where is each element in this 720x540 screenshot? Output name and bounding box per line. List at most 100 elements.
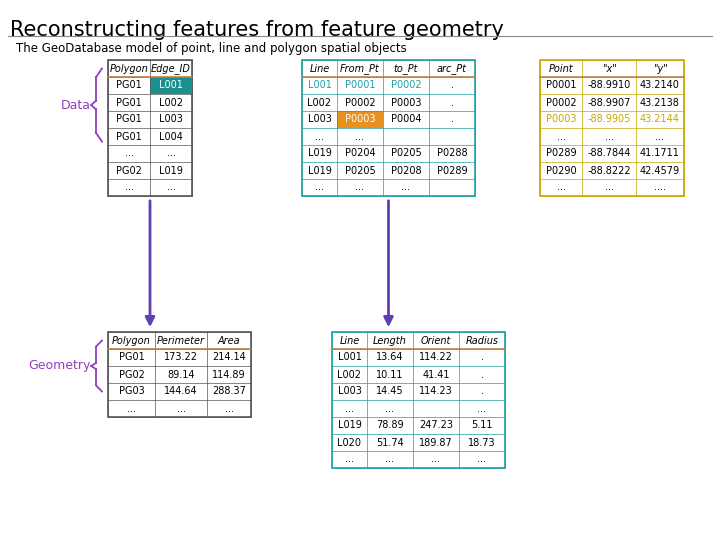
Text: The GeoDatabase model of point, line and polygon spatial objects: The GeoDatabase model of point, line and…	[16, 42, 407, 55]
Text: ...: ...	[125, 183, 133, 192]
Text: 42.4579: 42.4579	[640, 165, 680, 176]
Text: PG01: PG01	[119, 353, 145, 362]
Text: L019: L019	[338, 421, 361, 430]
Text: -88.9910: -88.9910	[588, 80, 631, 91]
Text: P0205: P0205	[391, 148, 421, 159]
Text: 5.11: 5.11	[472, 421, 492, 430]
Text: ....: ....	[654, 183, 666, 192]
Text: .: .	[451, 80, 454, 91]
Text: 14.45: 14.45	[376, 387, 404, 396]
Text: ...: ...	[605, 132, 613, 141]
Text: Edge_ID: Edge_ID	[151, 63, 191, 74]
Text: P0208: P0208	[391, 165, 421, 176]
Text: ...: ...	[385, 403, 395, 414]
Text: ...: ...	[356, 132, 364, 141]
Text: Geometry: Geometry	[29, 360, 91, 373]
Text: 41.1711: 41.1711	[640, 148, 680, 159]
Text: L003: L003	[307, 114, 331, 125]
Text: P0004: P0004	[391, 114, 421, 125]
Text: ...: ...	[166, 183, 176, 192]
Text: -88.9907: -88.9907	[588, 98, 631, 107]
Text: L001: L001	[159, 80, 183, 91]
Text: P0001: P0001	[345, 80, 375, 91]
Text: ...: ...	[402, 183, 410, 192]
Text: Reconstructing features from feature geometry: Reconstructing features from feature geo…	[10, 20, 504, 40]
Text: L002: L002	[338, 369, 361, 380]
Text: arc_Pt: arc_Pt	[437, 63, 467, 74]
Text: L020: L020	[338, 437, 361, 448]
Text: 114.89: 114.89	[212, 369, 246, 380]
Text: ...: ...	[166, 148, 176, 159]
Bar	[108, 332, 251, 417]
Text: 288.37: 288.37	[212, 387, 246, 396]
Text: P0289: P0289	[546, 148, 576, 159]
Text: 10.11: 10.11	[377, 369, 404, 380]
Text: L002: L002	[307, 98, 331, 107]
Text: P0289: P0289	[437, 165, 467, 176]
Text: Orient: Orient	[420, 335, 451, 346]
Text: .: .	[480, 387, 484, 396]
Text: 173.22: 173.22	[164, 353, 198, 362]
Text: Area: Area	[217, 335, 240, 346]
Text: P0002: P0002	[546, 98, 576, 107]
Text: PG01: PG01	[116, 98, 142, 107]
Text: -88.7844: -88.7844	[588, 148, 631, 159]
Text: 247.23: 247.23	[419, 421, 453, 430]
Text: 43.2138: 43.2138	[640, 98, 680, 107]
Text: 114.22: 114.22	[419, 353, 453, 362]
Text: P0290: P0290	[546, 165, 576, 176]
Bar	[108, 60, 192, 196]
Text: ...: ...	[225, 403, 233, 414]
Text: P0003: P0003	[391, 98, 421, 107]
Text: Perimeter: Perimeter	[157, 335, 205, 346]
Text: L019: L019	[159, 165, 183, 176]
Text: L004: L004	[159, 132, 183, 141]
Text: P0205: P0205	[345, 165, 375, 176]
Text: P0003: P0003	[546, 114, 576, 125]
Text: .: .	[451, 98, 454, 107]
Text: ...: ...	[125, 148, 133, 159]
Bar	[302, 60, 475, 196]
Text: 13.64: 13.64	[377, 353, 404, 362]
Text: P0204: P0204	[345, 148, 375, 159]
Text: PG02: PG02	[119, 369, 145, 380]
Text: L001: L001	[338, 353, 361, 362]
Text: "y": "y"	[652, 64, 667, 73]
Text: L019: L019	[307, 148, 331, 159]
Text: Polygon: Polygon	[112, 335, 151, 346]
Text: 189.87: 189.87	[419, 437, 453, 448]
Text: -88.9905: -88.9905	[588, 114, 631, 125]
Text: 18.73: 18.73	[468, 437, 496, 448]
Text: 78.89: 78.89	[376, 421, 404, 430]
Text: Data: Data	[61, 98, 91, 112]
Text: PG01: PG01	[116, 80, 142, 91]
Text: Line: Line	[310, 64, 330, 73]
Text: ...: ...	[557, 183, 565, 192]
Text: ...: ...	[605, 183, 613, 192]
Text: Radius: Radius	[466, 335, 498, 346]
Text: .: .	[480, 369, 484, 380]
Text: P0003: P0003	[345, 114, 375, 125]
Text: .: .	[480, 353, 484, 362]
Text: PG01: PG01	[116, 114, 142, 125]
Text: 114.23: 114.23	[419, 387, 453, 396]
Text: L003: L003	[159, 114, 183, 125]
Bar	[332, 332, 505, 468]
Text: 51.74: 51.74	[376, 437, 404, 448]
Text: ...: ...	[315, 183, 324, 192]
Text: ...: ...	[356, 183, 364, 192]
Text: L002: L002	[159, 98, 183, 107]
Text: Point: Point	[549, 64, 573, 73]
Text: From_Pt: From_Pt	[340, 63, 380, 74]
Text: "x": "x"	[602, 64, 616, 73]
Text: Line: Line	[339, 335, 359, 346]
Text: -88.8222: -88.8222	[588, 165, 631, 176]
Text: P0002: P0002	[391, 80, 421, 91]
Text: to_Pt: to_Pt	[394, 63, 418, 74]
Text: Length: Length	[373, 335, 407, 346]
Text: ...: ...	[315, 132, 324, 141]
Text: 43.2144: 43.2144	[640, 114, 680, 125]
Text: ...: ...	[557, 132, 565, 141]
Text: PG03: PG03	[119, 387, 145, 396]
Bar	[337, 111, 383, 128]
